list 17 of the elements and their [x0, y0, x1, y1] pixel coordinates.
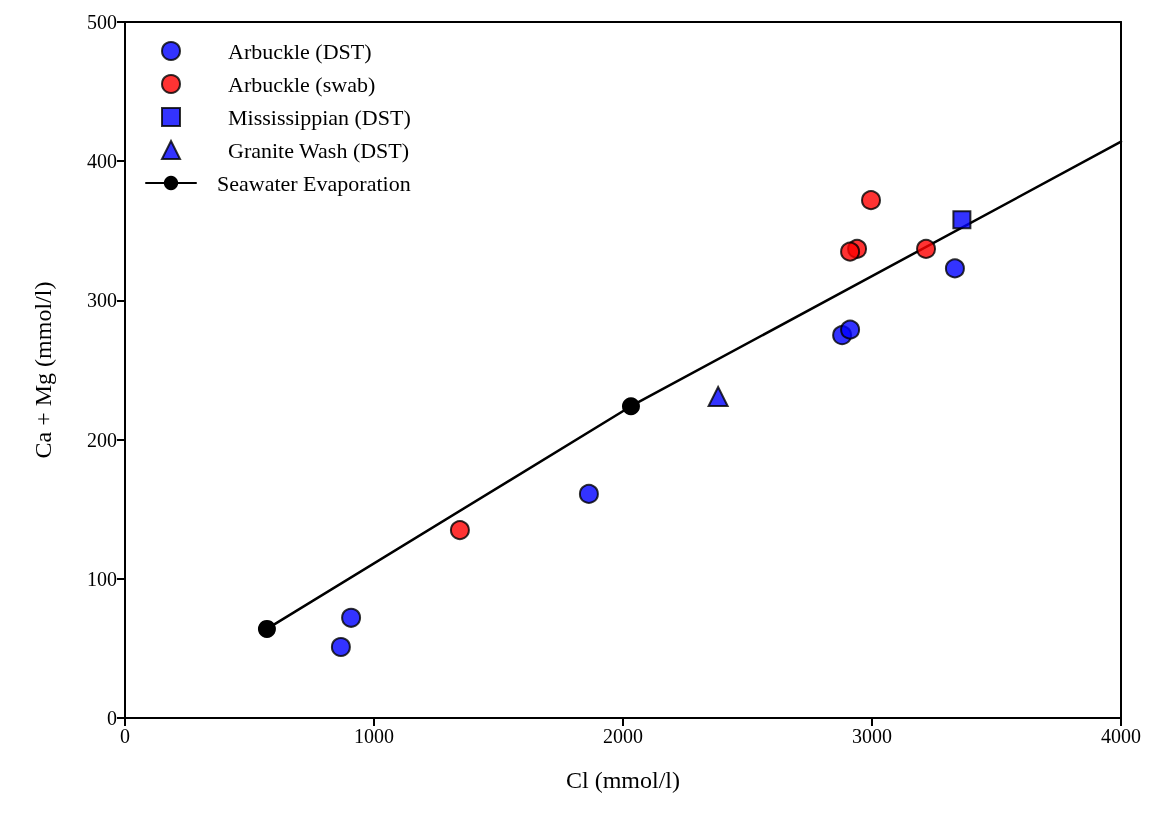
y-tick-label: 300 [87, 289, 117, 312]
x-tick-label: 2000 [603, 725, 643, 747]
x-tick-label: 4000 [1101, 725, 1141, 747]
legend-label: Granite Wash (DST) [228, 137, 410, 163]
y-tick-label: 0 [107, 707, 117, 729]
x-tick-label: 1000 [354, 725, 394, 747]
legend-label: Arbuckle (swab) [228, 71, 376, 97]
x-tick-label: 3000 [852, 725, 892, 747]
y-tick-label: 200 [87, 428, 117, 451]
x-axis-title: Cl (mmol/l) [566, 767, 680, 793]
y-tick-label: 100 [87, 567, 117, 590]
legend-label: Seawater Evaporation [217, 170, 411, 196]
y-tick-label: 400 [87, 150, 117, 173]
legend-label: Mississippian (DST) [228, 104, 411, 130]
legend-label: Arbuckle (DST) [228, 38, 372, 64]
y-tick-label: 500 [87, 11, 117, 33]
y-axis-title: Ca + Mg (mmol/l) [30, 281, 56, 459]
